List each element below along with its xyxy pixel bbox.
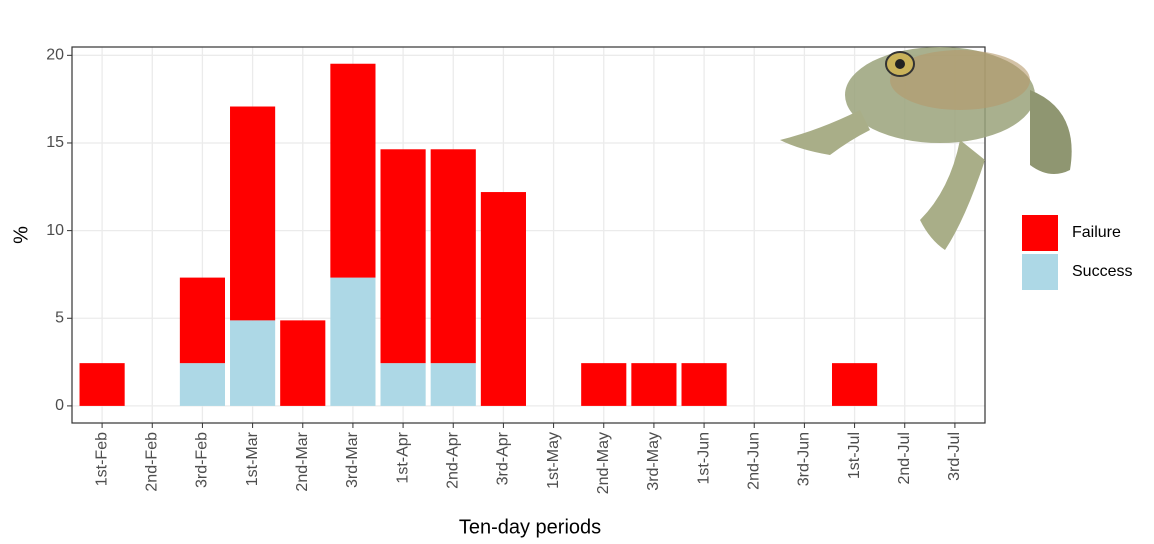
x-tick-label: 1st-Jul: [846, 432, 863, 479]
x-tick-label: 3rd-Feb: [194, 432, 211, 488]
x-tick-label: 3rd-Mar: [344, 431, 361, 488]
bar-segment: [180, 363, 225, 406]
bar-segment: [230, 107, 275, 321]
x-tick-label: 3rd-May: [645, 432, 662, 491]
bar-segment: [280, 320, 325, 406]
bar-segment: [381, 149, 426, 363]
x-tick-label: 3rd-Jul: [946, 432, 963, 481]
x-tick-label: 2nd-Apr: [444, 431, 461, 489]
bar-segment: [481, 192, 526, 406]
x-tick-label: 1st-Apr: [394, 431, 411, 483]
x-tick-label: 3rd-Apr: [495, 431, 512, 485]
y-tick-label: 10: [46, 222, 64, 239]
x-tick-label: 1st-Mar: [244, 431, 261, 486]
y-axis-title: %: [10, 226, 32, 244]
x-tick-label: 1st-May: [545, 432, 562, 489]
y-tick-label: 0: [55, 397, 64, 414]
y-tick-label: 15: [46, 134, 64, 151]
legend: Failure Success: [1022, 215, 1132, 290]
bar-segment: [381, 363, 426, 406]
x-tick-label: 3rd-Jun: [796, 432, 813, 486]
legend-label: Success: [1072, 263, 1132, 280]
x-axis-title: Ten-day periods: [459, 516, 601, 538]
legend-swatch: [1022, 254, 1058, 290]
bar-segment: [832, 363, 877, 406]
bar-segment: [330, 278, 375, 406]
x-tick-label: 2nd-Feb: [143, 432, 160, 492]
bar-segment: [431, 149, 476, 363]
bar-segment: [631, 363, 676, 406]
y-tick-label: 5: [55, 309, 64, 326]
legend-swatch: [1022, 215, 1058, 251]
bar-segment: [180, 278, 225, 364]
bar-segment: [581, 363, 626, 406]
bar-segment: [80, 363, 125, 406]
x-tick-label: 1st-Jun: [695, 432, 712, 484]
bar-segment: [682, 363, 727, 406]
legend-label: Failure: [1072, 224, 1121, 241]
bar-segment: [330, 64, 375, 278]
chart: Ten-day periods % Failure Success 0 5 10 15 2…: [0, 0, 1154, 544]
y-tick-label: 20: [46, 47, 64, 64]
x-tick-label: 2nd-Mar: [294, 431, 311, 491]
x-tick-label: 2nd-Jul: [896, 432, 913, 484]
bar-segment: [431, 363, 476, 406]
bar-segment: [230, 320, 275, 406]
x-tick-label: 2nd-Jun: [745, 432, 762, 490]
x-tick-label: 2nd-May: [595, 432, 612, 494]
x-tick-label: 1st-Feb: [93, 432, 110, 486]
